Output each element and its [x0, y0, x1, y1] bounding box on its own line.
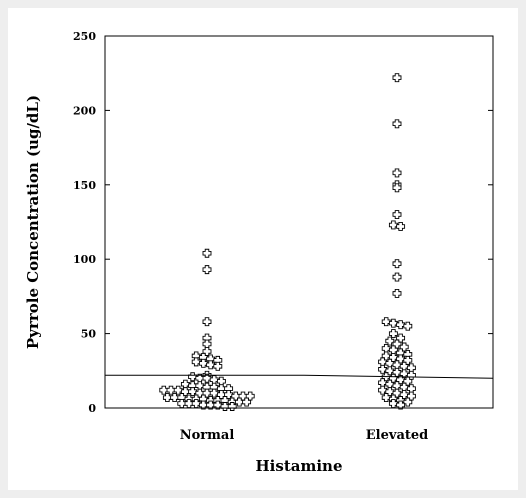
data-point: [202, 373, 212, 383]
median-lines: [105, 374, 494, 379]
data-point: [381, 393, 391, 403]
y-tick-label: 250: [73, 30, 96, 43]
data-point: [202, 248, 212, 258]
data-point: [220, 402, 230, 411]
x-axis-categories: Normal Elevated: [180, 428, 429, 443]
data-point: [392, 210, 402, 220]
data-point: [213, 361, 223, 371]
data-point: [392, 288, 402, 298]
data-point: [191, 357, 201, 367]
data-point: [245, 391, 255, 401]
median-line: [105, 374, 494, 379]
y-tick-label: 0: [88, 402, 96, 415]
scatter-chart: 0 50 100 150 200 250 Normal Elevated Histamine…: [24, 30, 494, 475]
data-point: [403, 321, 413, 331]
data-point: [198, 400, 208, 410]
data-point: [202, 265, 212, 275]
data-point: [206, 400, 216, 410]
data-point: [388, 329, 398, 339]
data-point: [385, 336, 395, 346]
data-point: [234, 397, 244, 407]
data-point: [202, 317, 212, 327]
y-tick-label: 50: [81, 328, 97, 341]
chart-panel: 0 50 100 150 200 250 Normal Elevated Histamine…: [8, 8, 518, 490]
plot-frame: [104, 35, 494, 409]
data-point: [396, 333, 406, 343]
data-point: [206, 360, 216, 370]
y-tick-label: 100: [73, 253, 96, 266]
data-point: [392, 119, 402, 129]
data-point: [392, 168, 402, 178]
data-point: [396, 400, 406, 410]
x-axis-title: Histamine: [256, 457, 343, 475]
y-axis-ticks: 0 50 100 150 200 250: [73, 30, 493, 415]
data-point: [198, 358, 208, 368]
data-point: [170, 393, 180, 403]
data-point: [392, 183, 402, 193]
data-point: [396, 320, 406, 330]
data-point: [406, 391, 416, 401]
y-tick-label: 200: [73, 104, 96, 117]
data-point: [388, 220, 398, 230]
data-points: [159, 73, 416, 411]
data-point: [242, 397, 252, 407]
data-point: [381, 317, 391, 327]
data-point: [162, 393, 172, 403]
data-point: [392, 272, 402, 282]
data-point: [213, 400, 223, 410]
y-axis-title: Pyrrole Concentration (ug/dL): [24, 95, 42, 349]
data-point: [403, 397, 413, 407]
data-point: [202, 339, 212, 349]
data-point: [227, 402, 237, 411]
data-point: [392, 339, 402, 349]
category-label: Elevated: [366, 428, 428, 443]
category-label: Normal: [180, 428, 235, 443]
data-point: [388, 318, 398, 328]
data-point: [396, 222, 406, 231]
data-point: [392, 259, 402, 269]
data-point: [406, 370, 416, 380]
y-tick-label: 150: [73, 179, 96, 192]
data-point: [392, 73, 402, 83]
